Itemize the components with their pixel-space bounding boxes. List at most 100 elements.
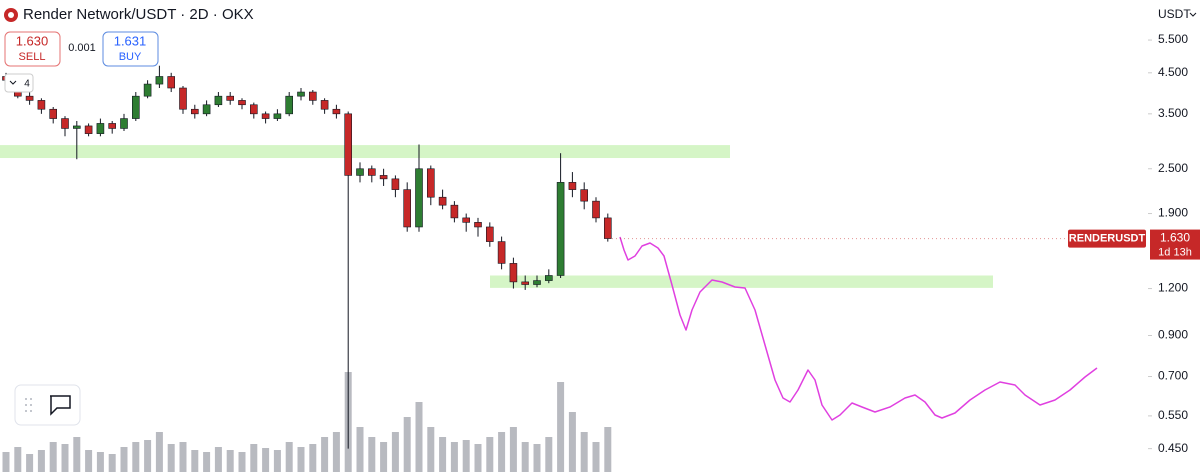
candle-body — [426, 168, 435, 198]
candle-body — [132, 95, 140, 119]
candle-body — [568, 182, 577, 190]
volume-bar — [568, 412, 576, 472]
volume-bar — [391, 432, 399, 472]
volume-bar — [450, 442, 458, 472]
candle-body — [533, 280, 541, 285]
candle-body — [356, 168, 364, 176]
volume-bar — [262, 448, 270, 472]
volume-bar — [604, 427, 612, 472]
candle-body — [462, 217, 471, 223]
volume-bar — [96, 452, 104, 472]
candle-body — [167, 76, 175, 89]
candle-body — [474, 222, 482, 228]
y-tick-label: 1.200 — [1158, 281, 1188, 295]
exchange-logo-inner — [8, 12, 14, 18]
volume-bar — [26, 454, 34, 472]
y-tick-label: 0.550 — [1158, 408, 1188, 422]
volume-bar — [73, 437, 81, 472]
candle-body — [344, 113, 353, 176]
volume-bar — [14, 447, 22, 472]
candle-body — [120, 118, 128, 129]
candle-body — [25, 95, 34, 101]
indicator-count: 4 — [24, 79, 30, 90]
candle-body — [450, 204, 459, 219]
y-tick-label: 0.700 — [1158, 369, 1188, 383]
chart-title: Render Network/USDT · 2D · OKX — [23, 6, 254, 23]
volume-bar — [332, 432, 340, 472]
candle-body — [367, 168, 376, 176]
sell-label: SELL — [19, 51, 46, 63]
symbol-tag — [1068, 229, 1146, 248]
candle-body — [379, 175, 388, 180]
y-tick-label: 2.500 — [1158, 161, 1188, 175]
volume-bar — [533, 444, 541, 472]
candle-body — [214, 95, 223, 106]
volume-bar — [545, 437, 553, 472]
volume-bar — [132, 442, 140, 472]
drawing-toolbar — [14, 384, 81, 426]
volume-bar — [250, 444, 258, 472]
y-tick-label: 5.500 — [1158, 32, 1188, 46]
volume-bar — [297, 447, 305, 472]
volume-bar — [498, 432, 506, 472]
support-zone — [0, 145, 730, 159]
volume-bar — [85, 450, 93, 472]
candle-body — [556, 182, 565, 276]
y-tick-label: 0.450 — [1158, 441, 1188, 455]
candle-body — [592, 200, 600, 219]
volume-bar — [309, 444, 317, 472]
volume-bar — [356, 427, 364, 472]
volume-bar — [415, 402, 423, 472]
y-tick-label: 4.500 — [1158, 65, 1188, 79]
volume-bar — [155, 432, 163, 472]
volume-bar — [427, 427, 435, 472]
drag-handle — [25, 398, 32, 412]
volume-bar — [557, 382, 565, 472]
candle-body — [308, 91, 317, 101]
volume-bar — [191, 450, 199, 472]
volume-bar — [2, 452, 10, 472]
candle-body — [179, 87, 187, 110]
volume-bar — [321, 437, 329, 472]
candle-body — [238, 100, 246, 106]
candle-body — [37, 100, 46, 110]
candle-body — [191, 108, 199, 115]
countdown: 1d 13h — [1158, 246, 1192, 258]
candle-body — [84, 125, 93, 134]
last-price-label: 1.630 — [1160, 231, 1190, 245]
candle-body — [332, 108, 341, 115]
y-tick-label: 0.900 — [1158, 328, 1188, 342]
candle-body — [155, 76, 164, 85]
volume-bar — [37, 450, 45, 472]
sell-price: 1.630 — [16, 33, 49, 48]
candle-body — [509, 263, 518, 283]
volume-bar — [167, 444, 175, 472]
candle-body — [143, 83, 152, 97]
support-zone — [490, 275, 993, 288]
candle-body — [415, 168, 423, 228]
symbol-label: RENDERUSDT — [1069, 232, 1146, 244]
sell-button[interactable] — [4, 31, 61, 67]
candle-body — [320, 100, 329, 110]
candle-body — [250, 104, 258, 115]
volume-bar — [521, 442, 529, 472]
volume-bar — [380, 442, 388, 472]
collapse-button[interactable] — [4, 73, 34, 93]
candle-body — [485, 226, 494, 242]
candle-body — [403, 189, 412, 228]
chevron-icon — [9, 80, 17, 85]
volume-bar — [486, 437, 494, 472]
projection-drawing — [619, 236, 1098, 421]
buy-button[interactable] — [102, 31, 159, 67]
currency-menu[interactable]: USDT — [1158, 7, 1191, 21]
volume-bar — [285, 442, 293, 472]
volume-bar — [439, 437, 447, 472]
volume-bar — [509, 427, 517, 472]
volume-bar — [203, 452, 211, 472]
candle-body — [297, 91, 305, 97]
spread: 0.001 — [68, 42, 96, 54]
volume-bar — [214, 447, 222, 472]
volume-bar — [120, 447, 128, 472]
comment-button[interactable] — [50, 395, 71, 416]
